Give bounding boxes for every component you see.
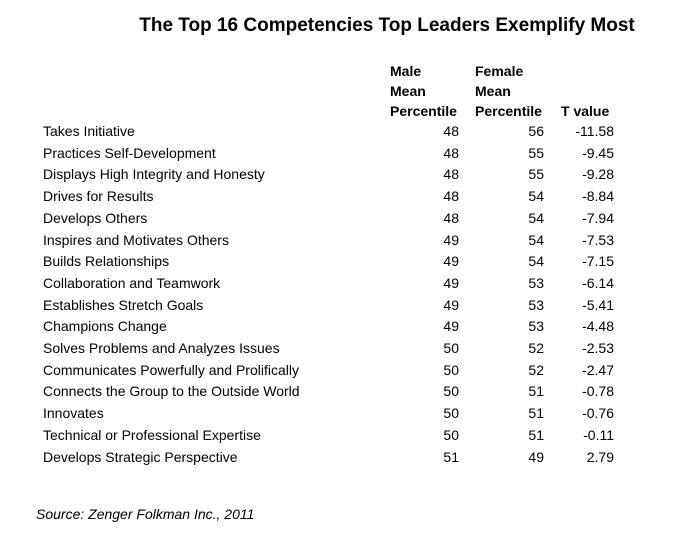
female-cell: 55 [528, 144, 544, 161]
t-value-cell: -7.53 [582, 231, 614, 248]
source-note: Source: Zenger Folkman Inc., 2011 [36, 506, 255, 522]
header-female-line: Female [475, 63, 524, 79]
female-cell: 52 [528, 340, 544, 356]
male-cell: 49 [443, 296, 459, 313]
header-female-line: Percentile [475, 103, 542, 119]
table-row: Inspires and Motivates Others 49 54 -7.53 [43, 229, 623, 251]
t-value-cell: -7.15 [582, 253, 614, 270]
female-cell: 56 [528, 123, 544, 139]
t-value-cell: -7.94 [582, 209, 614, 226]
t-value-cell: -0.76 [582, 405, 614, 422]
male-cell: 51 [443, 448, 459, 465]
male-cell: 49 [443, 318, 459, 335]
t-value-cell: 2.79 [586, 448, 614, 465]
male-cell: 50 [443, 405, 459, 422]
t-value-cell: -0.78 [582, 383, 614, 400]
male-cell: 48 [443, 209, 459, 226]
male-cell: 48 [443, 144, 459, 161]
competency-cell: Technical or Professional Expertise [43, 426, 261, 443]
t-value-cell: -2.53 [582, 340, 614, 356]
table-row: Practices Self-Development 48 55 -9.45 [43, 142, 623, 164]
competency-cell: Develops Strategic Perspective [43, 448, 238, 465]
competency-cell: Establishes Stretch Goals [43, 296, 204, 313]
competency-cell: Develops Others [43, 209, 148, 226]
t-value-cell: -4.48 [582, 318, 614, 335]
table-row: Collaboration and Teamwork 49 53 -6.14 [43, 272, 623, 294]
table-row: Communicates Powerfully and Prolifically… [43, 359, 623, 381]
male-cell: 50 [443, 340, 459, 356]
female-cell: 49 [528, 448, 544, 465]
header-male-line: Percentile [390, 103, 457, 119]
competency-cell: Displays High Integrity and Honesty [43, 166, 265, 183]
female-cell: 54 [528, 231, 544, 248]
table-row: Champions Change 49 53 -4.48 [43, 315, 623, 337]
female-cell: 53 [528, 318, 544, 335]
t-value-cell: -11.58 [575, 123, 614, 139]
table-row: Displays High Integrity and Honesty 48 55 -… [43, 163, 623, 185]
competency-cell: Practices Self-Development [43, 144, 216, 161]
competency-cell: Collaboration and Teamwork [43, 274, 221, 291]
female-cell: 54 [528, 209, 544, 226]
female-cell: 51 [528, 405, 544, 422]
table-row: Develops Others 48 54 -7.94 [43, 207, 623, 229]
header-male: Male Mean Percentile [390, 61, 457, 121]
female-cell: 54 [528, 253, 544, 270]
header-male-line: Mean [390, 83, 426, 99]
male-cell: 48 [443, 188, 459, 205]
competency-cell: Solves Problems and Analyzes Issues [43, 340, 280, 356]
male-cell: 49 [443, 253, 459, 270]
header-t-value: T value [561, 103, 610, 119]
male-cell: 48 [443, 166, 459, 183]
table-row: Innovates 50 51 -0.76 [43, 402, 623, 424]
male-cell: 49 [443, 274, 459, 291]
male-cell: 50 [443, 383, 459, 400]
t-value-cell: -8.84 [582, 188, 614, 205]
table-row: Takes Initiative 48 56 -11.58 [43, 120, 623, 142]
header-female-line: Mean [475, 83, 511, 99]
female-cell: 53 [528, 296, 544, 313]
t-value-cell: -2.47 [582, 361, 614, 378]
competency-cell: Takes Initiative [43, 123, 135, 139]
table-title: The Top 16 Competencies Top Leaders Exem… [139, 15, 635, 36]
table-row: Establishes Stretch Goals 49 53 -5.41 [43, 294, 623, 316]
competency-cell: Builds Relationships [43, 253, 170, 270]
table-row: Solves Problems and Analyzes Issues 50 52 -… [43, 337, 623, 359]
table-row: Builds Relationships 49 54 -7.15 [43, 250, 623, 272]
t-value-cell: -6.14 [582, 274, 614, 291]
male-cell: 50 [443, 361, 459, 378]
competency-cell: Champions Change [43, 318, 167, 335]
female-cell: 55 [528, 166, 544, 183]
female-cell: 51 [528, 426, 544, 443]
t-value-cell: -0.11 [583, 426, 614, 443]
header-male-line: Male [390, 63, 422, 79]
table-row: Connects the Group to the Outside World 5… [43, 380, 623, 402]
table-row: Drives for Results 48 54 -8.84 [43, 185, 623, 207]
header-female: Female Mean Percentile [475, 61, 542, 121]
t-value-cell: -9.28 [582, 166, 614, 183]
male-cell: 50 [443, 426, 459, 443]
competency-cell: Communicates Powerfully and Prolifically [43, 361, 299, 378]
female-cell: 54 [528, 188, 544, 205]
male-cell: 49 [443, 231, 459, 248]
male-cell: 48 [443, 123, 459, 139]
competency-cell: Inspires and Motivates Others [43, 231, 229, 248]
competency-cell: Drives for Results [43, 188, 154, 205]
competency-cell: Connects the Group to the Outside World [43, 383, 300, 400]
t-value-cell: -9.45 [582, 144, 614, 161]
female-cell: 51 [528, 383, 544, 400]
table-row: Develops Strategic Perspective 51 49 2.79 [43, 446, 623, 468]
t-value-cell: -5.41 [582, 296, 614, 313]
female-cell: 52 [528, 361, 544, 378]
female-cell: 53 [528, 274, 544, 291]
competency-cell: Innovates [43, 405, 104, 422]
table-row: Technical or Professional Expertise 50 51 -… [43, 424, 623, 446]
